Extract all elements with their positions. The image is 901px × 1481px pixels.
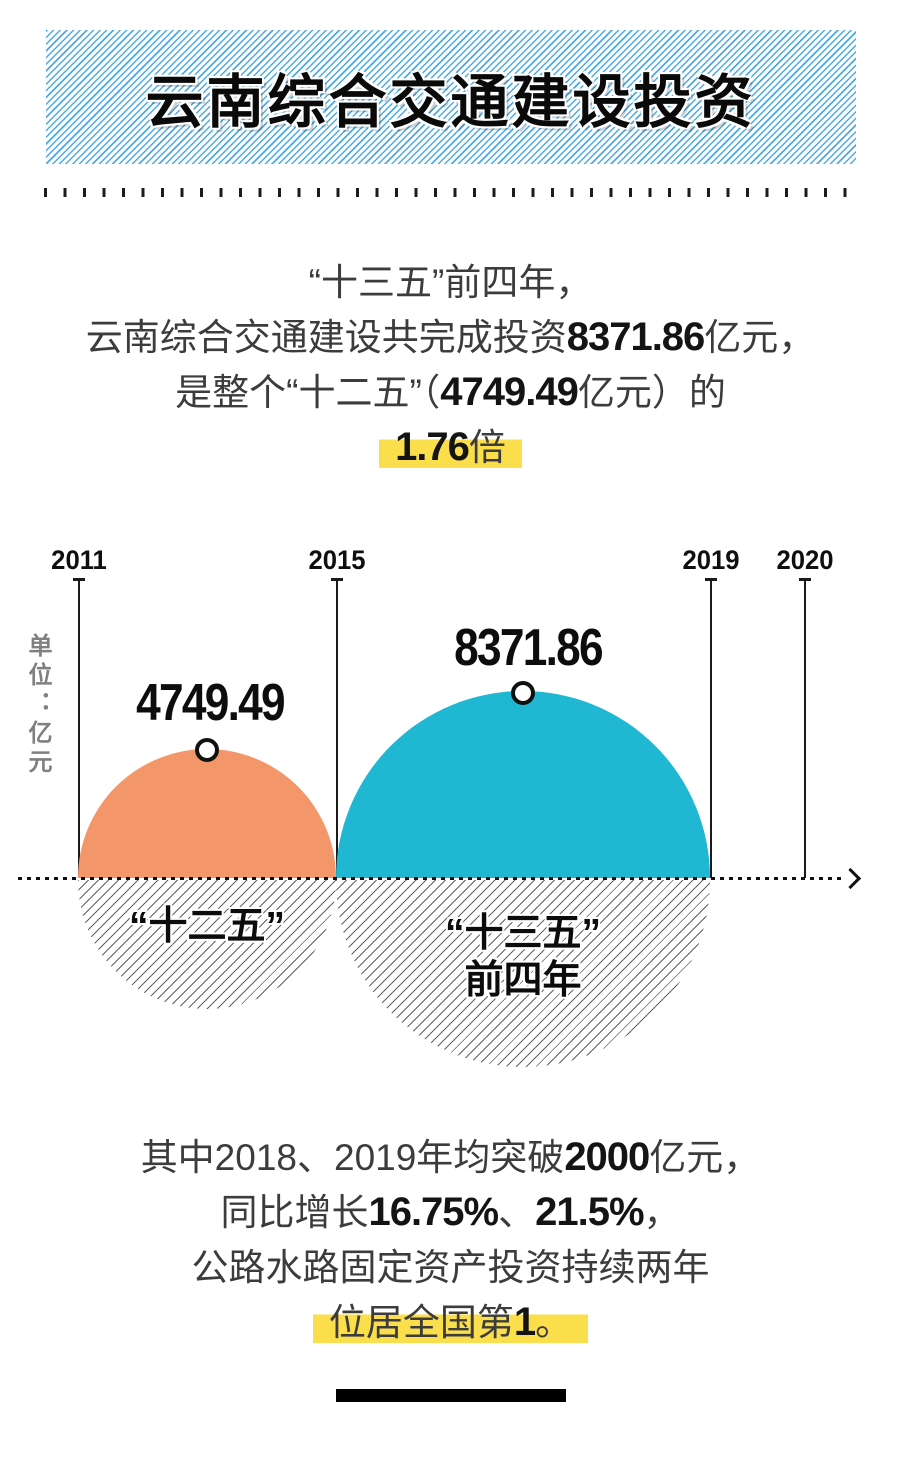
timeline-tick-2011: 2011 — [51, 545, 107, 575]
category-label-13th-line2: 前四年 — [464, 959, 582, 1002]
semicircle-13th-plan — [336, 691, 710, 878]
timeline-tick-2020: 2020 — [776, 545, 834, 575]
ratio-value: 1.76 — [395, 425, 470, 469]
intro-prev-value: 4749.49 — [440, 370, 579, 414]
footer-line2-mid: 、 — [498, 1192, 536, 1233]
gridline-2019 — [705, 578, 717, 878]
intro-paragraph: “十三五”前四年， 云南综合交通建设共完成投资8371.86亿元， 是整个“十二… — [0, 255, 901, 475]
data-point-marker-13th — [511, 681, 535, 705]
semicircle-12th-plan — [78, 749, 336, 878]
footer-line2-post: ， — [643, 1192, 681, 1233]
intro-line3-post: 亿元）的 — [577, 372, 726, 413]
dotted-separator — [43, 188, 858, 197]
category-label-13th: “十三五” 前四年 — [336, 910, 710, 1004]
footer-growth-2019: 21.5% — [535, 1190, 644, 1234]
value-label-12th-plan: 4749.49 — [136, 674, 286, 732]
hatched-mirror-12th: “十二五” — [78, 880, 336, 1009]
intro-line1: “十三五”前四年， — [308, 262, 593, 303]
value-label-13th-plan: 8371.86 — [454, 619, 604, 677]
ratio-suffix: 倍 — [468, 427, 506, 468]
rank-pre: 位居全国第 — [328, 1302, 514, 1343]
title-banner: 云南综合交通建设投资 — [45, 30, 856, 164]
intro-line2-pre: 云南综合交通建设共完成投资 — [85, 317, 567, 358]
intro-line3-pre: 是整个“十二五”（ — [175, 372, 441, 413]
unit-axis-label: 单位：亿元 — [24, 633, 51, 778]
investment-semicircle-chart: 2011 2015 2019 2020 单位：亿元 4749.49 8371.8… — [0, 545, 901, 1085]
ratio-highlight: 1.76倍 — [379, 425, 522, 469]
hatched-mirror-13th: “十三五” 前四年 — [336, 880, 710, 1067]
rank-highlight: 位居全国第1。 — [312, 1300, 589, 1344]
intro-line2-post: 亿元， — [704, 317, 816, 358]
footer-paragraph: 其中2018、2019年均突破2000亿元， 同比增长16.75%、21.5%，… — [0, 1130, 901, 1350]
footer-2000-value: 2000 — [564, 1135, 650, 1179]
gridline-2020 — [799, 578, 811, 878]
footer-line1-pre: 其中2018、2019年均突破 — [140, 1137, 565, 1178]
rank-value: 1 — [513, 1300, 536, 1344]
category-label-12th: “十二五” — [128, 905, 285, 948]
footer-line3: 公路水路固定资产投资持续两年 — [191, 1247, 710, 1288]
gridline-2011 — [73, 578, 85, 878]
rank-post: 。 — [535, 1302, 573, 1343]
data-point-marker-12th — [195, 738, 219, 762]
gridline-2015 — [331, 578, 343, 878]
timeline-tick-2015: 2015 — [308, 545, 366, 575]
timeline-tick-2019: 2019 — [682, 545, 740, 575]
category-label-13th-line1: “十三五” — [444, 912, 601, 955]
axis-arrow-icon — [839, 867, 862, 890]
page-title: 云南综合交通建设投资 — [145, 70, 756, 135]
footer-growth-2018: 16.75% — [368, 1190, 499, 1234]
timeline-axis — [18, 877, 846, 880]
intro-total-value: 8371.86 — [566, 315, 706, 359]
footer-line2-pre: 同比增长 — [220, 1192, 369, 1233]
footer-line1-post: 亿元， — [649, 1137, 761, 1178]
end-bar — [335, 1389, 566, 1402]
